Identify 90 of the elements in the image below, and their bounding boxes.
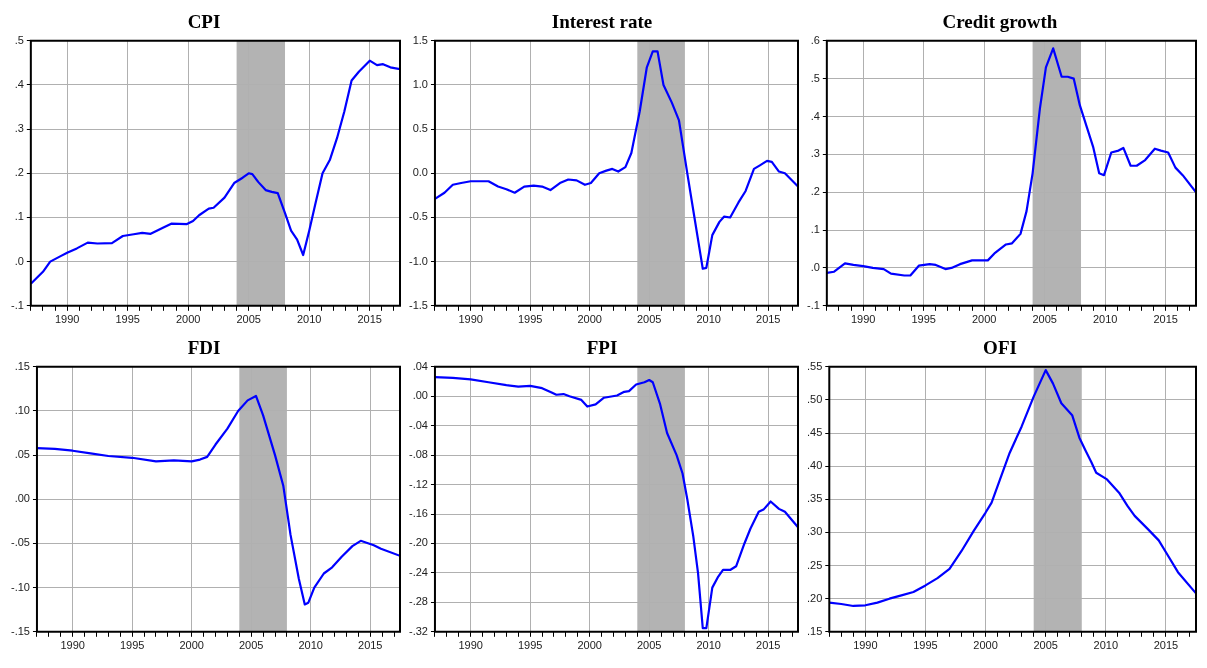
x-tick-label: 2005 bbox=[1033, 639, 1058, 652]
x-tick-label: 1995 bbox=[913, 639, 938, 652]
y-tick-label: .5 bbox=[14, 33, 24, 46]
x-tick-label: 1990 bbox=[458, 313, 483, 326]
x-tick-label: 2005 bbox=[636, 639, 662, 652]
y-tick-label: -.32 bbox=[408, 624, 428, 637]
x-tick-label: 2015 bbox=[1153, 639, 1179, 652]
y-tick-label: .4 bbox=[14, 78, 24, 90]
y-tick-label: .50 bbox=[806, 392, 823, 405]
x-tick-label: 2005 bbox=[236, 313, 261, 326]
x-tick-label: 2000 bbox=[577, 313, 602, 326]
y-tick-label: -.24 bbox=[408, 565, 428, 578]
y-tick-label: -.20 bbox=[408, 536, 428, 549]
y-tick-label: .00 bbox=[412, 389, 428, 402]
y-tick-label: -.1 bbox=[10, 298, 24, 311]
y-tick-label: -.05 bbox=[10, 536, 30, 549]
chart-title: Interest rate bbox=[551, 11, 653, 33]
y-tick-label: -.10 bbox=[10, 580, 30, 593]
y-tick-label: .6 bbox=[810, 33, 820, 46]
x-tick-label: 2000 bbox=[971, 313, 997, 326]
x-tick-label: 2010 bbox=[1093, 639, 1119, 652]
x-tick-label: 1990 bbox=[54, 313, 80, 326]
y-tick-label: -.28 bbox=[408, 595, 428, 608]
y-tick-label: .1 bbox=[14, 210, 24, 223]
x-tick-label: 2015 bbox=[358, 639, 383, 652]
chart-title: FDI bbox=[187, 337, 221, 359]
x-tick-label: 2010 bbox=[1092, 313, 1118, 326]
x-tick-label: 2015 bbox=[756, 313, 781, 326]
x-tick-label: 1995 bbox=[119, 639, 145, 652]
x-tick-label: 1990 bbox=[60, 639, 85, 652]
y-tick-label: .0 bbox=[14, 254, 24, 267]
x-tick-label: 1990 bbox=[458, 639, 483, 652]
y-tick-label: .4 bbox=[810, 109, 820, 122]
y-tick-label: -.16 bbox=[408, 507, 428, 520]
chart-title: Credit growth bbox=[942, 11, 1058, 33]
x-tick-label: 2015 bbox=[357, 313, 382, 326]
y-tick-label: .00 bbox=[14, 492, 30, 505]
y-tick-label: 0.5 bbox=[412, 122, 428, 135]
y-tick-label: .2 bbox=[810, 185, 820, 198]
y-tick-label: .10 bbox=[14, 404, 30, 416]
y-tick-label: .25 bbox=[806, 558, 823, 571]
y-tick-label: .2 bbox=[14, 166, 24, 179]
x-tick-label: 2000 bbox=[175, 313, 201, 326]
y-tick-label: -.1 bbox=[806, 298, 820, 311]
x-tick-label: 1995 bbox=[115, 313, 140, 326]
y-tick-label: -0.5 bbox=[408, 210, 428, 223]
y-tick-label: .1 bbox=[810, 223, 820, 236]
y-tick-label: .15 bbox=[806, 624, 823, 637]
x-tick-label: 2010 bbox=[296, 313, 322, 326]
chart-title: OFI bbox=[983, 337, 1017, 359]
y-tick-label: -.15 bbox=[10, 624, 30, 637]
x-tick-label: 2015 bbox=[756, 639, 781, 652]
y-tick-label: -.12 bbox=[408, 477, 428, 490]
y-tick-label: .15 bbox=[14, 359, 30, 372]
y-tick-label: .55 bbox=[806, 359, 823, 372]
x-tick-label: 2000 bbox=[973, 639, 998, 652]
y-tick-label: 1.5 bbox=[412, 33, 428, 46]
y-tick-label: -.04 bbox=[408, 418, 428, 431]
y-tick-label: .5 bbox=[810, 71, 820, 84]
x-tick-label: 1995 bbox=[911, 313, 936, 326]
x-tick-label: 2010 bbox=[298, 639, 323, 652]
x-tick-label: 2005 bbox=[238, 639, 264, 652]
chart-title: CPI bbox=[187, 11, 221, 33]
y-tick-label: .20 bbox=[806, 591, 823, 604]
y-tick-label: .0 bbox=[810, 260, 820, 273]
y-tick-label: .3 bbox=[14, 122, 24, 135]
chart-title: FPI bbox=[586, 337, 618, 359]
y-tick-label: .45 bbox=[806, 426, 823, 439]
y-tick-label: 0.0 bbox=[412, 166, 428, 179]
x-tick-label: 1995 bbox=[517, 313, 543, 326]
x-tick-label: 1990 bbox=[853, 639, 878, 652]
x-tick-label: 2005 bbox=[1032, 313, 1057, 326]
y-tick-label: 1.0 bbox=[412, 78, 428, 90]
y-tick-label: .05 bbox=[14, 448, 30, 461]
y-tick-label: .04 bbox=[412, 359, 428, 372]
y-tick-label: .3 bbox=[810, 147, 820, 160]
y-tick-label: .40 bbox=[806, 459, 823, 472]
x-tick-label: 1990 bbox=[850, 313, 876, 326]
y-tick-label: -1.0 bbox=[408, 254, 428, 267]
x-tick-label: 2005 bbox=[636, 313, 662, 326]
y-tick-label: .35 bbox=[806, 492, 823, 505]
x-tick-label: 2000 bbox=[577, 639, 602, 652]
x-tick-label: 1995 bbox=[517, 639, 543, 652]
y-tick-label: .30 bbox=[806, 525, 823, 538]
y-tick-label: -1.5 bbox=[408, 298, 428, 311]
x-tick-label: 2000 bbox=[179, 639, 204, 652]
x-tick-label: 2010 bbox=[696, 313, 721, 326]
y-tick-label: -.08 bbox=[408, 448, 428, 461]
x-tick-label: 2010 bbox=[696, 639, 721, 652]
x-tick-label: 2015 bbox=[1153, 313, 1178, 326]
